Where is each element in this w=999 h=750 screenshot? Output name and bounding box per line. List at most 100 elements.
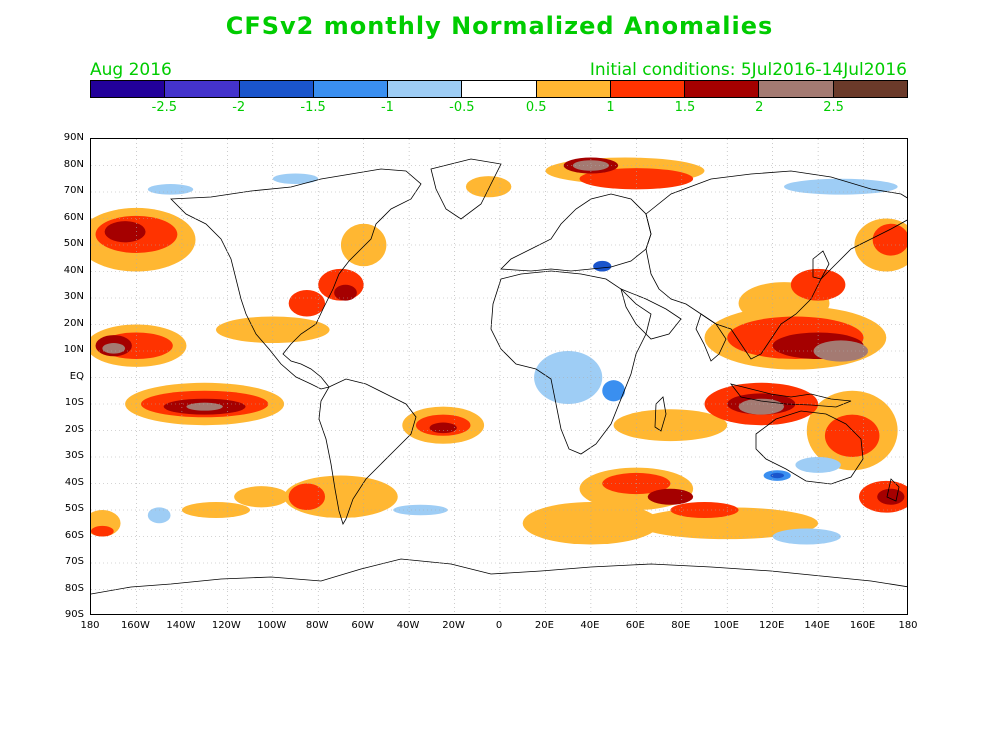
longitude-label: 20W [442, 620, 465, 631]
coast-asia [645, 170, 907, 360]
latitude-label: 50S [64, 503, 84, 514]
positive-anomaly [647, 488, 694, 505]
coast-north-america [170, 168, 422, 390]
coast-australia [755, 410, 864, 485]
coast-antarctica [91, 558, 907, 595]
latitude-label: 60S [64, 529, 84, 541]
latitude-label: 90S [64, 609, 84, 620]
longitude-label: 60W [351, 620, 374, 631]
positive-anomaly [613, 409, 728, 442]
latitude-label: 80N [63, 158, 84, 170]
colorbar-tick-label: -1 [380, 100, 394, 115]
positive-anomaly [102, 343, 126, 354]
positive-anomaly [215, 316, 330, 344]
coast-india [695, 313, 727, 362]
positive-anomaly [572, 160, 610, 171]
negative-anomaly [602, 380, 625, 402]
coast-madagascar [654, 396, 667, 432]
colorbar-tick-label: -1.5 [300, 100, 326, 115]
positive-anomaly [288, 290, 326, 317]
positive-anomaly [877, 488, 905, 505]
colorbar-tick-label: 1 [606, 100, 615, 115]
latitude-label: 40N [63, 264, 84, 276]
longitude-label: 140E [804, 620, 830, 631]
latitude-label: 20S [64, 423, 84, 435]
colorbar-swatch [388, 81, 463, 97]
coast-south-america [318, 378, 417, 525]
negative-anomaly [593, 260, 612, 272]
latitude-label: EQ [69, 370, 84, 382]
coast-new-zealand [886, 478, 900, 502]
colorbar-swatch [610, 81, 686, 97]
latitude-label: 40S [64, 476, 84, 488]
longitude-label: 60E [625, 620, 645, 631]
latitude-label: 30S [64, 450, 84, 461]
longitude-label: 100W [257, 620, 287, 631]
negative-anomaly [770, 472, 785, 479]
colorbar-tick-label: -0.5 [449, 100, 475, 115]
latitude-label: 10S [64, 397, 84, 408]
positive-anomaly [334, 284, 357, 301]
colorbar-tick-label: 1.5 [674, 100, 696, 115]
colorbar-tick-label: -2.5 [151, 100, 178, 115]
longitude-label: 160W [120, 620, 150, 631]
coast-greenland [430, 158, 502, 220]
coastlines [91, 158, 907, 595]
longitude-label: 40W [396, 620, 420, 631]
negative-anomaly [147, 184, 194, 195]
longitude-label: 140W [166, 620, 196, 631]
positive-anomaly [91, 525, 114, 537]
colorbar-tick-label: 2 [755, 100, 764, 115]
colorbar-swatch [239, 81, 314, 97]
colorbar-swatch [685, 81, 760, 97]
initial-conditions: Initial conditions: 5Jul2016-14Jul2016 [589, 60, 907, 80]
longitude-label: 20E [534, 620, 554, 631]
negative-anomaly [272, 173, 319, 185]
longitude-label: 40E [580, 620, 600, 631]
coast-arabia [620, 288, 682, 340]
positive-anomaly [186, 402, 223, 411]
latitude-label: 50N [63, 238, 84, 249]
longitude-label: 0 [495, 620, 503, 631]
negative-anomaly [784, 178, 898, 195]
longitude-label: 80E [671, 620, 691, 631]
coast-japan [812, 250, 830, 280]
coast-africa [490, 270, 652, 455]
latitude-label: 90N [63, 132, 84, 143]
latitude-label: 20N [63, 317, 84, 329]
positive-anomaly [104, 221, 146, 243]
negative-anomaly [534, 351, 603, 404]
positive-anomaly [872, 223, 907, 256]
longitude-label: 100E [713, 620, 739, 631]
colorbar-tick-label: -2 [232, 100, 246, 115]
positive-anomaly [824, 414, 880, 457]
longitude-label: 80W [305, 620, 329, 631]
coast-europe [500, 193, 652, 272]
anomaly-map [90, 138, 908, 615]
negative-anomaly [795, 457, 841, 473]
latitude-label: 30N [63, 291, 84, 302]
graticule [91, 139, 907, 614]
colorbar-swatch [91, 81, 166, 97]
colorbar-swatch [165, 81, 240, 97]
forecast-month: Aug 2016 [90, 60, 172, 80]
colorbar-swatch [536, 81, 611, 97]
positive-anomaly [288, 483, 326, 510]
positive-anomaly [234, 486, 289, 508]
latitude-label: 60N [63, 211, 84, 223]
colorbar-swatch [833, 81, 907, 97]
positive-anomaly [813, 340, 869, 362]
chart-title: CFSv2 monthly Normalized Anomalies [225, 12, 774, 40]
longitude-label: 120W [211, 620, 241, 631]
colorbar-swatch [759, 81, 834, 97]
latitude-label: 70S [64, 556, 84, 567]
colorbar-swatch [462, 81, 537, 97]
colorbar-swatch [313, 81, 389, 97]
map-svg [91, 139, 907, 614]
colorbar-tick-label: 0.5 [525, 100, 547, 115]
colorbar-tick-label: 2.5 [823, 100, 844, 115]
negative-anomaly [147, 507, 171, 524]
positive-anomaly [465, 176, 512, 198]
positive-anomaly [429, 422, 457, 434]
coast-indonesia [729, 383, 852, 408]
